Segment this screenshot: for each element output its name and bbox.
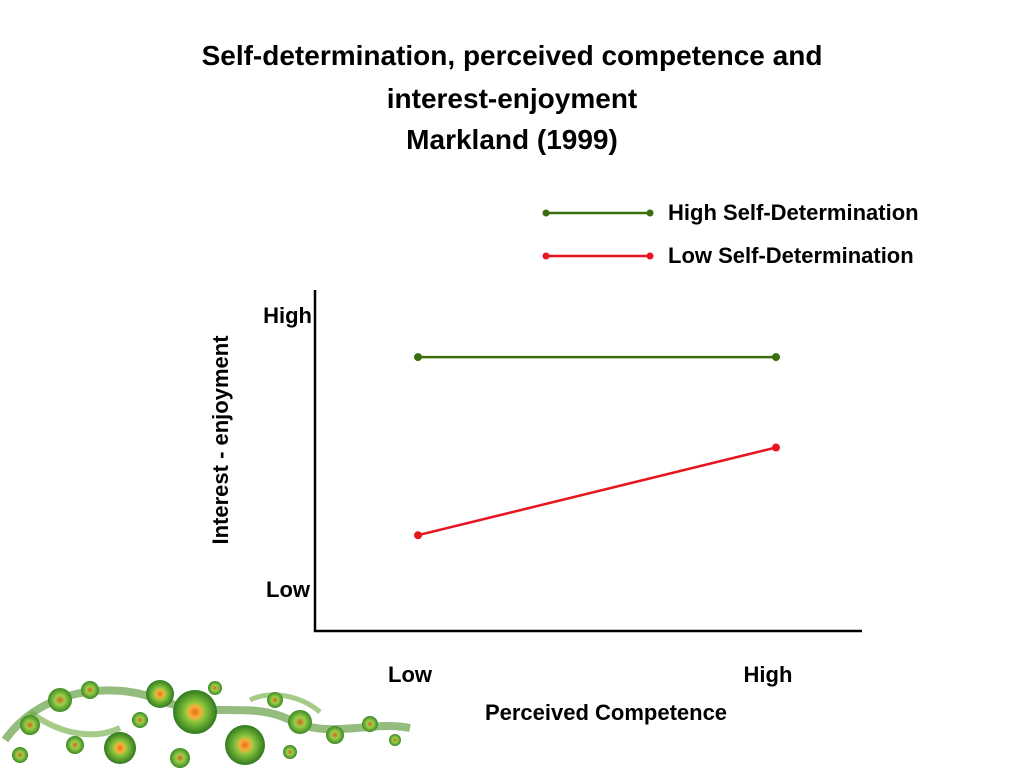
series-line-low-self-determination <box>417 446 777 537</box>
green-fractal-spiral-decoration <box>1 680 411 768</box>
y-tick-label-high: High <box>263 303 312 328</box>
y-tick-label-low: Low <box>266 577 311 602</box>
legend: High Self-Determination Low Self-Determi… <box>542 200 919 268</box>
series-layer <box>414 353 780 540</box>
legend-swatch-marker <box>542 209 550 217</box>
x-tick-label-low: Low <box>388 662 433 687</box>
x-tick-label-high: High <box>744 662 793 687</box>
y-axis-title: Interest - enjoyment <box>208 335 233 545</box>
slide-title-line-2: interest-enjoyment <box>386 83 638 114</box>
slide-title-line-3: Markland (1999) <box>406 124 618 155</box>
data-point-low-self-determination-high <box>772 443 780 452</box>
legend-swatch-marker <box>646 209 654 217</box>
data-point-low-self-determination-low <box>414 531 422 540</box>
legend-label-high-self-determination: High Self-Determination <box>668 200 919 225</box>
x-axis-title: Perceived Competence <box>485 700 727 725</box>
data-point-high-self-determination-low <box>414 353 422 362</box>
legend-label-low-self-determination: Low Self-Determination <box>668 243 914 268</box>
legend-swatch-marker <box>542 252 550 260</box>
data-point-high-self-determination-high <box>772 353 780 362</box>
legend-swatch-marker <box>646 252 654 260</box>
slide-title-line-1: Self-determination, perceived competence… <box>201 40 823 71</box>
